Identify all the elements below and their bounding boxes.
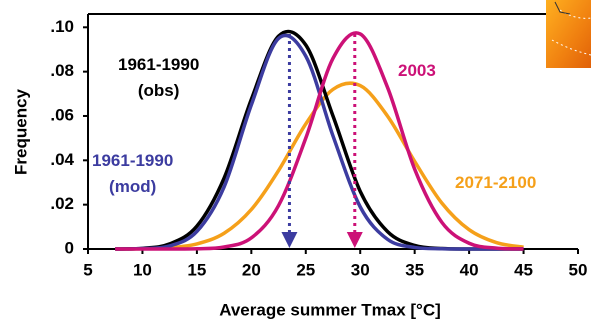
x-tick-label: 10: [133, 260, 152, 279]
series-label: 1961-1990 (mod): [92, 148, 173, 200]
series-label: 1961-1990 (obs): [118, 52, 199, 104]
chart: Average summer Tmax [°C] Frequency 0 .02.…: [0, 0, 591, 325]
mean-arrow: [347, 34, 363, 248]
series-line: [115, 83, 523, 249]
x-tick-label: 50: [569, 260, 588, 279]
series-label: 2003: [398, 58, 436, 84]
x-tick-label: 30: [351, 260, 370, 279]
x-tick-label: 20: [242, 260, 261, 279]
x-tick-label: 15: [187, 260, 206, 279]
series-label: 2071-2100: [455, 170, 536, 196]
y-tick-label: .08: [50, 61, 74, 80]
map-thumbnail: [546, 0, 591, 68]
y-tick-label: .06: [50, 105, 74, 124]
x-tick-label: 5: [83, 260, 92, 279]
x-tick-label: 45: [514, 260, 533, 279]
y-tick-label: .10: [50, 17, 74, 36]
x-tick-label: 25: [296, 260, 315, 279]
arrow-head: [347, 232, 363, 248]
page: Average summer Tmax [°C] Frequency 0 .02.…: [0, 0, 591, 325]
y-axis-title: Frequency: [11, 88, 30, 175]
x-tick-label: 40: [460, 260, 479, 279]
x-tick-label: 35: [405, 260, 424, 279]
y-tick-label: 0: [65, 238, 74, 257]
arrow-head: [281, 232, 297, 248]
x-axis-title: Average summer Tmax [°C]: [219, 300, 441, 319]
y-tick-label: .02: [50, 194, 74, 213]
y-tick-label: .04: [50, 150, 74, 169]
